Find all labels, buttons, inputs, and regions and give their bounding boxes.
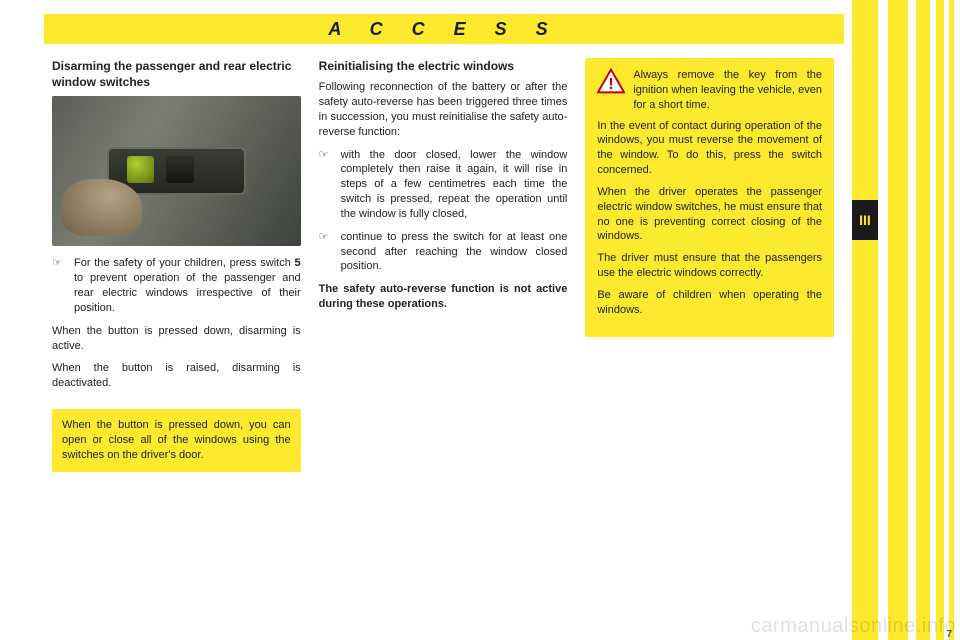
warning-triangle-icon: ! bbox=[597, 68, 625, 94]
photo-hand-shape bbox=[62, 179, 142, 236]
door-switch-photo bbox=[52, 96, 301, 246]
warn-para-3: The driver must ensure that the passenge… bbox=[597, 251, 822, 281]
col2-intro: Following reconnection of the battery or… bbox=[319, 80, 568, 139]
warn-para-2: When the driver operates the passenger e… bbox=[597, 185, 822, 244]
watermark-text: carmanualsonline.info bbox=[751, 615, 956, 638]
section-tab: III bbox=[852, 200, 878, 240]
accent-stripe bbox=[852, 0, 878, 640]
accent-stripe bbox=[888, 0, 908, 640]
col2-bullet-2-text: continue to press the switch for at leas… bbox=[341, 230, 568, 275]
col2-footnote: The safety auto-reverse function is not … bbox=[319, 282, 568, 312]
accent-stripe bbox=[936, 0, 944, 640]
column-middle: Reinitialising the electric windows Foll… bbox=[319, 58, 568, 472]
warn-para-4: Be aware of children when operating the … bbox=[597, 288, 822, 318]
col2-bullet-2: ☞ continue to press the switch for at le… bbox=[319, 230, 568, 275]
photo-black-button bbox=[166, 156, 193, 183]
warning-head-text: Always remove the key from the ignition … bbox=[633, 68, 822, 113]
bullet-mark-icon: ☞ bbox=[319, 148, 333, 222]
column-left: Disarming the passenger and rear electri… bbox=[52, 58, 301, 472]
col2-bullet-1-text: with the door closed, lower the window c… bbox=[341, 148, 568, 222]
col1-bullet-text: For the safety of your children, press s… bbox=[74, 256, 301, 315]
warn-para-1: In the event of contact during operation… bbox=[597, 119, 822, 178]
col2-heading: Reinitialising the electric windows bbox=[319, 58, 568, 74]
photo-green-button bbox=[127, 156, 154, 183]
column-right: ! Always remove the key from the ignitio… bbox=[585, 58, 834, 472]
col1-para-2: When the button is raised, disarming is … bbox=[52, 361, 301, 391]
col1-heading: Disarming the passenger and rear electri… bbox=[52, 58, 301, 90]
warning-head: ! Always remove the key from the ignitio… bbox=[597, 68, 822, 113]
content-area: Disarming the passenger and rear electri… bbox=[52, 58, 834, 472]
page-number: 7 bbox=[946, 629, 952, 640]
svg-text:!: ! bbox=[609, 76, 614, 93]
page-header-bar: A C C E S S bbox=[44, 14, 844, 44]
warning-box: ! Always remove the key from the ignitio… bbox=[585, 58, 834, 337]
bullet-mark-icon: ☞ bbox=[319, 230, 333, 275]
accent-stripe bbox=[949, 0, 954, 640]
col2-bullet-1: ☞ with the door closed, lower the window… bbox=[319, 148, 568, 222]
info-box: When the button is pressed down, you can… bbox=[52, 409, 301, 472]
col1-bullet: ☞ For the safety of your children, press… bbox=[52, 256, 301, 315]
page-title: A C C E S S bbox=[328, 19, 559, 40]
accent-stripe bbox=[916, 0, 930, 640]
col1-para-1: When the button is pressed down, disarmi… bbox=[52, 324, 301, 354]
bullet-mark-icon: ☞ bbox=[52, 256, 66, 315]
